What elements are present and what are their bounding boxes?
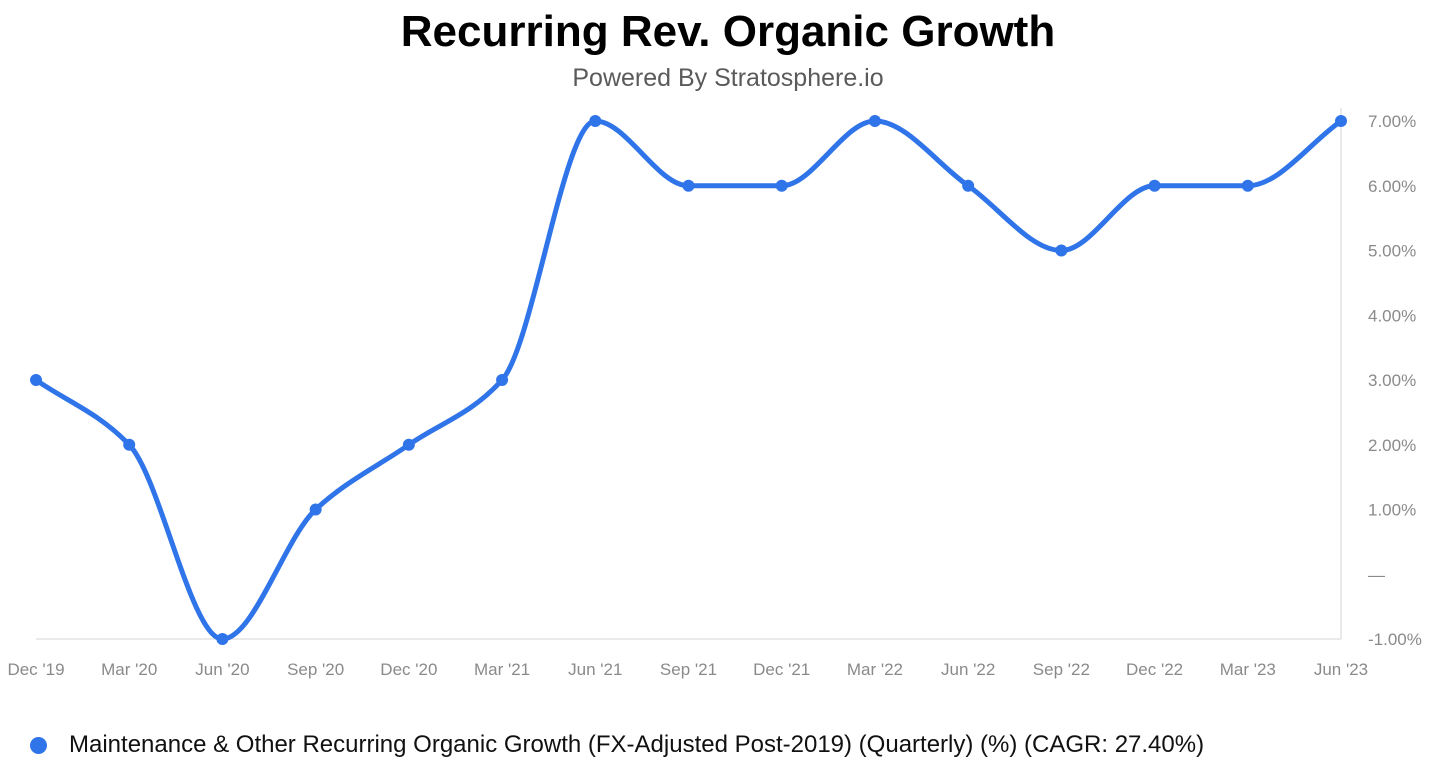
data-point	[30, 374, 42, 386]
x-tick-label: Mar '23	[1220, 660, 1276, 679]
legend: Maintenance & Other Recurring Organic Gr…	[30, 728, 1204, 762]
chart-title: Recurring Rev. Organic Growth	[400, 7, 1056, 56]
x-tick-label: Sep '22	[1033, 660, 1090, 679]
series-lines	[33, 118, 1344, 642]
y-tick-label: 3.00%	[1368, 371, 1416, 390]
data-point	[868, 115, 881, 127]
x-tick-label: Jun '20	[195, 660, 249, 679]
data-point	[496, 374, 509, 386]
y-tick-label: 2.00%	[1368, 436, 1416, 455]
series-line	[33, 118, 1344, 642]
data-point	[402, 438, 415, 451]
y-tick-label: 4.00%	[1368, 306, 1416, 325]
x-tick-label: Dec '20	[380, 660, 437, 679]
data-point	[962, 179, 975, 192]
data-point	[1241, 179, 1254, 192]
y-tick-label: 5.00%	[1368, 242, 1416, 261]
x-tick-label: Jun '22	[941, 660, 995, 679]
y-tick-label: 1.00%	[1368, 501, 1416, 520]
x-tick-label: Dec '22	[1126, 660, 1183, 679]
series-points	[30, 115, 1347, 645]
data-point	[123, 438, 136, 451]
x-tick-label: Mar '21	[474, 660, 530, 679]
data-point	[216, 633, 229, 645]
x-tick-label: Sep '20	[287, 660, 344, 679]
data-point	[589, 115, 602, 127]
x-axis-ticks: Dec '19 Mar '20 Jun '20 Sep '20 Dec '20 Mar '…	[7, 660, 1368, 679]
y-tick-label: 7.00%	[1368, 112, 1416, 131]
legend-label: Maintenance & Other Recurring Organic Gr…	[69, 731, 1205, 758]
x-tick-label: Mar '20	[101, 660, 157, 679]
y-tick-label: 6.00%	[1368, 177, 1416, 196]
y-tick-label: —	[1368, 565, 1385, 584]
x-tick-label: Jun '21	[568, 660, 622, 679]
data-point	[775, 179, 788, 192]
legend-marker-icon	[30, 736, 47, 754]
data-point	[1148, 179, 1161, 192]
data-point	[1335, 115, 1347, 127]
x-tick-label: Jun '23	[1314, 660, 1368, 679]
chart-subtitle: Powered By Stratosphere.io	[572, 64, 884, 92]
x-tick-label: Dec '21	[753, 660, 810, 679]
x-tick-label: Mar '22	[847, 660, 903, 679]
x-tick-label: Sep '21	[660, 660, 717, 679]
y-axis-ticks: -1.00% — 1.00% 2.00% 3.00% 4.00% 5.00% 6.00% 7.0…	[1368, 112, 1422, 649]
y-tick-label: -1.00%	[1368, 630, 1422, 649]
data-point	[682, 179, 695, 192]
data-point	[1055, 244, 1068, 257]
data-point	[309, 503, 322, 516]
x-tick-label: Dec '19	[7, 660, 64, 679]
